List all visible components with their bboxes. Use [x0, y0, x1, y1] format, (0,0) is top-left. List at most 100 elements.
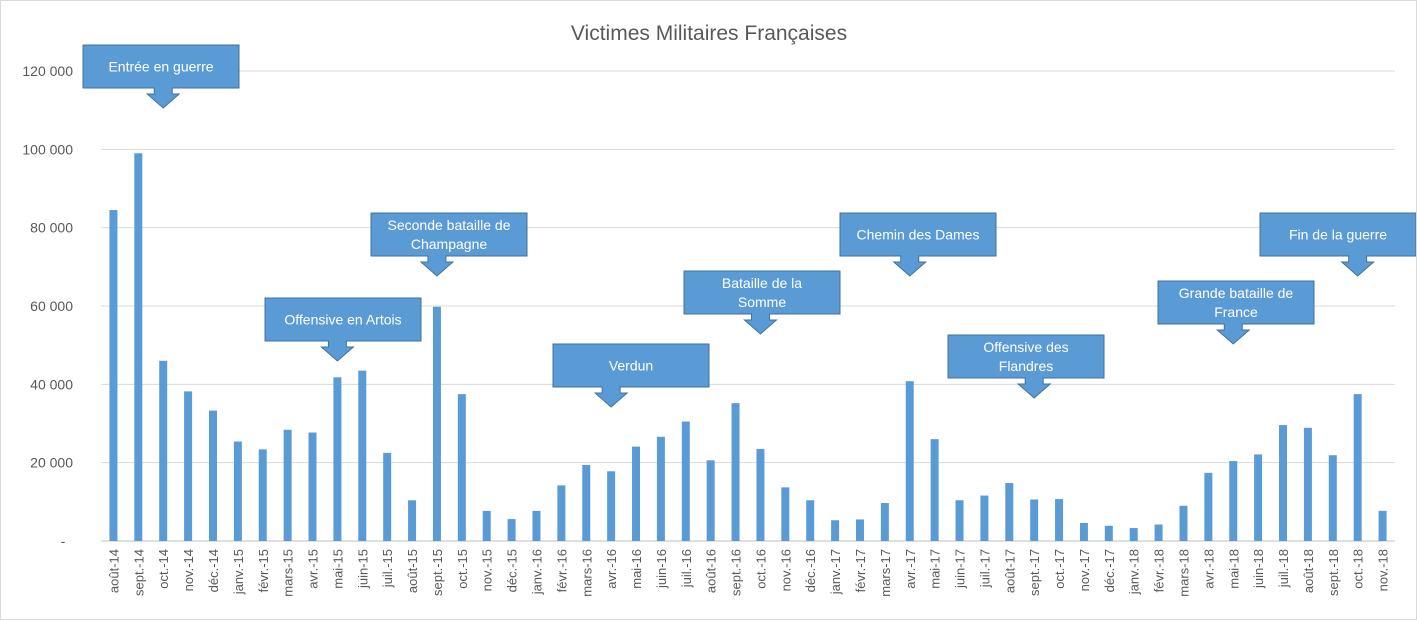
callout-label: France	[1214, 304, 1258, 320]
bar	[383, 452, 392, 541]
y-tick-label: 20 000	[30, 455, 73, 471]
x-tick-label: juin-15	[355, 549, 370, 589]
x-tick-label: déc.-15	[505, 549, 520, 592]
callout-label: Verdun	[609, 358, 653, 374]
bar	[656, 436, 665, 541]
bar	[233, 441, 242, 541]
bar	[1104, 525, 1113, 541]
bar	[831, 520, 840, 541]
callout-shape	[683, 270, 841, 335]
bar	[432, 306, 441, 541]
x-tick-label: janv.-18	[1127, 549, 1142, 595]
x-tick-label: févr.-15	[256, 549, 271, 592]
x-tick-label: juil.-17	[977, 549, 992, 588]
x-tick-label: déc.-16	[803, 549, 818, 592]
bar	[582, 465, 591, 541]
bar	[955, 500, 964, 541]
callout-label: Flandres	[999, 358, 1053, 374]
bar	[880, 503, 889, 541]
bar	[557, 485, 566, 541]
x-tick-label: janv.-16	[529, 549, 544, 595]
callout-shape	[552, 343, 710, 408]
y-tick-label: 100 000	[22, 141, 73, 157]
x-tick-label: févr.-16	[554, 549, 569, 592]
x-tick-label: août-15	[405, 549, 420, 593]
callout-shape	[1157, 280, 1315, 345]
callout: Entrée en guerre	[82, 44, 240, 109]
x-tick-label: nov.-18	[1376, 549, 1391, 591]
x-tick-label: août-17	[1002, 549, 1017, 593]
x-tick-label: juin-16	[654, 549, 669, 589]
x-tick-label: août-14	[106, 549, 121, 593]
x-tick-label: mai-15	[330, 549, 345, 589]
x-tick-label: juil.-18	[1276, 549, 1291, 588]
bar	[159, 360, 168, 541]
bar	[1303, 427, 1312, 541]
x-tick-label: avr.-17	[903, 549, 918, 589]
x-tick-label: févr.-17	[853, 549, 868, 592]
callout: Offensive des Flandres	[947, 334, 1105, 399]
bar	[1179, 505, 1188, 541]
x-tick-label: janv.-15	[231, 549, 246, 595]
bar	[632, 446, 641, 541]
bar	[1254, 454, 1263, 541]
bar	[457, 394, 466, 541]
x-tick-label: août-16	[704, 549, 719, 593]
bar	[1229, 461, 1238, 541]
y-tick-label: 40 000	[30, 376, 73, 392]
bar	[1030, 499, 1039, 541]
chart-title: Victimes Militaires Françaises	[571, 22, 847, 45]
callout: Seconde bataille de Champagne	[370, 212, 528, 277]
callout-label: Champagne	[411, 236, 487, 252]
x-tick-label: mars-15	[281, 549, 296, 597]
bar	[930, 439, 939, 541]
bar	[706, 460, 715, 541]
bar	[308, 432, 317, 541]
x-tick-label: nov.-16	[778, 549, 793, 591]
bar	[1055, 499, 1064, 541]
bar	[855, 519, 864, 541]
bar	[109, 210, 118, 541]
callout: Verdun	[552, 343, 710, 408]
callout: Grande bataille de France	[1157, 280, 1315, 345]
callout-label: Offensive des	[983, 339, 1068, 355]
callout-shape	[370, 212, 528, 277]
x-tick-label: janv.-17	[828, 549, 843, 595]
callout-shape	[1259, 212, 1416, 277]
bar	[1129, 528, 1138, 541]
bar	[358, 370, 367, 541]
callout-shape	[947, 334, 1105, 399]
bar	[1328, 455, 1337, 541]
bar	[482, 510, 491, 541]
x-tick-label: juil.-16	[679, 549, 694, 588]
y-tick-label: -	[61, 533, 66, 549]
bar	[980, 495, 989, 541]
bar	[1353, 394, 1362, 541]
x-tick-label: mars-16	[579, 549, 594, 597]
x-tick-label: juil.-15	[380, 549, 395, 588]
callout-label: Fin de la guerre	[1289, 227, 1387, 243]
bar	[681, 421, 690, 541]
x-tick-label: oct.-15	[455, 549, 470, 589]
bar	[134, 153, 143, 541]
x-tick-label: avr.-16	[604, 549, 619, 589]
bars	[109, 153, 1387, 541]
bar	[1005, 483, 1014, 541]
bar	[905, 381, 914, 541]
callout-label: Grande bataille de	[1179, 285, 1294, 301]
y-tick-label: 120 000	[22, 63, 73, 79]
bar	[1378, 510, 1387, 541]
x-tick-label: oct.-14	[156, 549, 171, 589]
x-tick-label: oct.-17	[1052, 549, 1067, 589]
bar	[1154, 524, 1163, 541]
callout-label: Offensive en Artois	[284, 312, 401, 328]
bar	[507, 519, 516, 541]
x-tick-label: mai-16	[629, 549, 644, 589]
x-tick-label: nov.-15	[480, 549, 495, 591]
x-axis-ticks: août-14 sept.-14 oct.-14 nov.-14 déc.-14 janv…	[106, 549, 1390, 597]
bar	[756, 448, 765, 541]
callout-shape	[264, 297, 422, 362]
x-tick-label: sept.-14	[131, 549, 146, 596]
x-tick-label: nov.-17	[1077, 549, 1092, 591]
